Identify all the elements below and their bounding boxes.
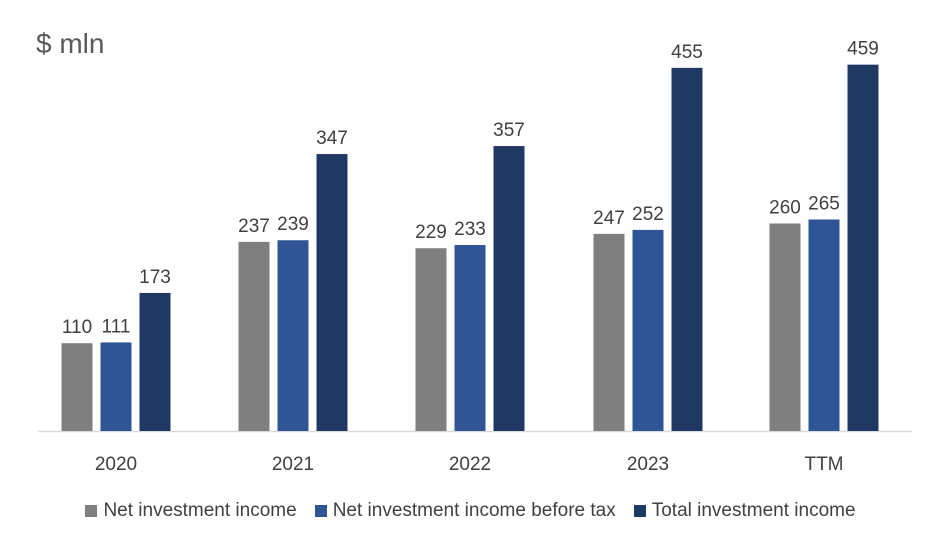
data-label-net-investment-income-before-tax-2022: 233 bbox=[454, 219, 486, 240]
legend-label-net-investment-income-before-tax: Net investment income before tax bbox=[332, 500, 616, 521]
bar-net-investment-income-before-tax-2023 bbox=[632, 229, 664, 431]
data-label-total-investment-income-2021: 347 bbox=[316, 128, 348, 149]
bar-total-investment-income-ttm bbox=[847, 64, 879, 432]
legend-item-net-investment-income-before-tax: Net investment income before tax bbox=[314, 500, 616, 522]
legend-swatch-net-investment-income bbox=[85, 505, 98, 517]
bar-net-investment-income-before-tax-2020 bbox=[100, 342, 132, 431]
x-tick-label-2021: 2021 bbox=[272, 454, 314, 475]
data-label-net-investment-income-before-tax-2020: 111 bbox=[102, 316, 131, 337]
data-label-net-investment-income-before-tax-2021: 239 bbox=[277, 214, 309, 235]
bar-total-investment-income-2023 bbox=[671, 67, 703, 431]
bar-net-investment-income-before-tax-ttm bbox=[808, 219, 840, 431]
bar-net-investment-income-ttm bbox=[769, 223, 801, 431]
bar-net-investment-income-before-tax-2021 bbox=[277, 240, 309, 431]
data-label-net-investment-income-2021: 237 bbox=[238, 216, 270, 237]
legend-swatch-net-investment-income-before-tax bbox=[314, 505, 327, 517]
legend-swatch-total-investment-income bbox=[633, 505, 646, 517]
x-tick-label-2023: 2023 bbox=[627, 454, 669, 475]
data-label-net-investment-income-2022: 229 bbox=[415, 222, 447, 243]
data-label-total-investment-income-ttm: 459 bbox=[847, 39, 879, 60]
bar-net-investment-income-2023 bbox=[593, 233, 625, 431]
chart-title: $ mln bbox=[36, 28, 105, 59]
legend-item-total-investment-income: Total investment income bbox=[633, 500, 856, 522]
legend: Net investment income Net investment inc… bbox=[0, 500, 941, 522]
legend-item-net-investment-income: Net investment income bbox=[85, 500, 297, 522]
legend-label-total-investment-income: Total investment income bbox=[651, 500, 856, 521]
data-label-net-investment-income-2023: 247 bbox=[593, 208, 625, 229]
x-tick-label-2022: 2022 bbox=[449, 454, 491, 475]
data-label-net-investment-income-ttm: 260 bbox=[769, 197, 801, 218]
bar-total-investment-income-2020 bbox=[139, 292, 171, 431]
bar-total-investment-income-2022 bbox=[493, 146, 525, 432]
data-label-net-investment-income-before-tax-2023: 252 bbox=[632, 204, 664, 225]
data-label-total-investment-income-2020: 173 bbox=[139, 267, 171, 288]
legend-label-net-investment-income: Net investment income bbox=[103, 500, 297, 521]
data-label-net-investment-income-before-tax-ttm: 265 bbox=[808, 193, 840, 214]
data-label-total-investment-income-2022: 357 bbox=[493, 120, 525, 141]
data-label-total-investment-income-2023: 455 bbox=[671, 42, 703, 63]
x-tick-label-ttm: TTM bbox=[804, 454, 843, 475]
data-label-net-investment-income-2020: 110 bbox=[62, 317, 92, 338]
bar-net-investment-income-2022 bbox=[415, 248, 447, 431]
x-tick-label-2020: 2020 bbox=[95, 454, 137, 475]
bar-net-investment-income-2021 bbox=[238, 241, 270, 431]
bar-total-investment-income-2021 bbox=[316, 154, 348, 431]
bar-net-investment-income-before-tax-2022 bbox=[454, 245, 486, 431]
bar-net-investment-income-2020 bbox=[61, 343, 93, 431]
